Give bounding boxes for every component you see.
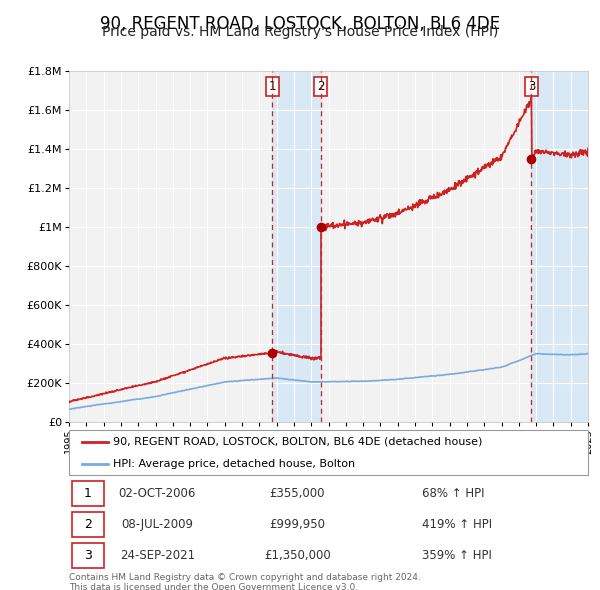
FancyBboxPatch shape (71, 481, 104, 506)
FancyBboxPatch shape (71, 543, 104, 568)
Text: 90, REGENT ROAD, LOSTOCK, BOLTON, BL6 4DE (detached house): 90, REGENT ROAD, LOSTOCK, BOLTON, BL6 4D… (113, 437, 482, 447)
FancyBboxPatch shape (71, 512, 104, 537)
Text: £1,350,000: £1,350,000 (264, 549, 331, 562)
Text: 3: 3 (84, 549, 92, 562)
Bar (272, 71, 320, 422)
Text: 90, REGENT ROAD, LOSTOCK, BOLTON, BL6 4DE: 90, REGENT ROAD, LOSTOCK, BOLTON, BL6 4D… (100, 15, 500, 33)
Text: 2: 2 (317, 80, 324, 93)
Text: 24-SEP-2021: 24-SEP-2021 (119, 549, 195, 562)
Text: HPI: Average price, detached house, Bolton: HPI: Average price, detached house, Bolt… (113, 458, 355, 468)
Text: 02-OCT-2006: 02-OCT-2006 (119, 487, 196, 500)
Bar (532, 71, 588, 422)
Text: 08-JUL-2009: 08-JUL-2009 (121, 518, 193, 531)
Text: £999,950: £999,950 (269, 518, 325, 531)
Text: 68% ↑ HPI: 68% ↑ HPI (422, 487, 484, 500)
Text: 419% ↑ HPI: 419% ↑ HPI (422, 518, 492, 531)
Text: 2: 2 (84, 518, 92, 531)
Text: Contains HM Land Registry data © Crown copyright and database right 2024.
This d: Contains HM Land Registry data © Crown c… (69, 573, 421, 590)
Text: 3: 3 (528, 80, 535, 93)
Text: 359% ↑ HPI: 359% ↑ HPI (422, 549, 492, 562)
Text: 1: 1 (84, 487, 92, 500)
Text: Price paid vs. HM Land Registry's House Price Index (HPI): Price paid vs. HM Land Registry's House … (102, 25, 498, 40)
Text: £355,000: £355,000 (269, 487, 325, 500)
FancyBboxPatch shape (69, 430, 588, 475)
Text: 1: 1 (269, 80, 276, 93)
